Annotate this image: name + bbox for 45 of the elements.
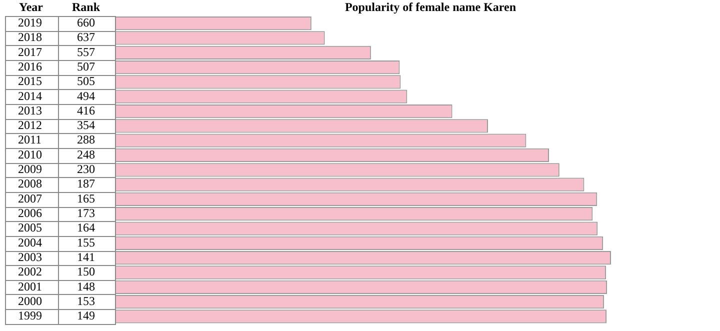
text: 637 [77,30,95,44]
text: 354 [77,118,95,132]
text: 505 [77,74,95,88]
y-axis-title: Year [19,0,44,14]
y-tick-label: 2001 [18,279,42,294]
text: 288 [77,132,95,147]
y-tick-label: 2014 [18,88,42,103]
y-tick-label: 2019 [18,15,42,30]
y-tick-label: 2015 [18,74,42,88]
text: 153 [77,294,95,308]
text: 416 [77,103,95,118]
text: 155 [77,235,95,250]
text: 660 [77,15,95,30]
y-tick-label: 2010 [18,147,42,162]
text: Rank [72,0,100,14]
text: 141 [77,250,95,264]
text: 230 [77,162,95,176]
y-tick-label: 2000 [18,294,42,308]
text: 148 [77,279,95,294]
y-tick-label: 2006 [18,206,42,220]
text: 248 [77,147,95,162]
y-tick-label: 2004 [18,235,42,250]
y-tick-label: 2011 [18,132,42,147]
text: 164 [77,220,95,235]
y-tick-label: 2018 [18,30,42,44]
y-tick-label: 2012 [18,118,42,132]
text: 557 [77,44,95,59]
y-tick-label: 2007 [18,191,42,206]
text: 165 [77,191,95,206]
chart-title: Popularity of female name Karen [344,0,516,14]
text: 149 [77,308,95,323]
text: 494 [77,88,95,103]
text: 150 [77,264,95,279]
y-tick-label: 2005 [18,220,42,235]
y-tick-label: 2016 [18,59,42,74]
y-tick-label: 2009 [18,162,42,176]
y-tick-label: 2002 [18,264,42,279]
text: 507 [77,59,95,74]
y-tick-label: 2013 [18,103,42,118]
y-tick-label: 2017 [18,44,42,59]
y-tick-label: 2008 [18,176,42,191]
text: 173 [77,206,95,220]
text: 187 [77,176,95,191]
y-tick-label: 2003 [18,250,42,264]
y-tick-label: 1999 [18,308,42,323]
